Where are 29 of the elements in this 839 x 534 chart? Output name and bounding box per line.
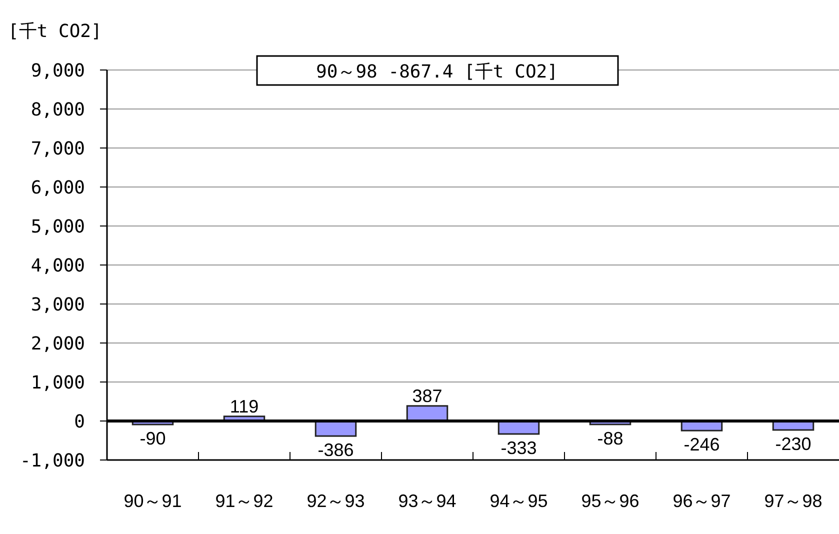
data-label: -246 (684, 434, 720, 455)
y-tick-label: 4,000 (30, 255, 85, 276)
x-tick-label: 92～93 (306, 491, 365, 511)
x-tick-label: 94～95 (490, 491, 548, 511)
y-tick-label: 5,000 (30, 216, 85, 238)
x-tick-label: 93～94 (398, 491, 456, 511)
data-label: -333 (500, 438, 537, 458)
y-tick-label: -1,000 (20, 450, 85, 472)
y-tick-label: 2,000 (30, 333, 85, 354)
x-tick-label: 97～98 (764, 491, 822, 511)
y-tick-label: 8,000 (30, 99, 85, 120)
data-label: 387 (412, 386, 442, 406)
y-tick-label: 0 (74, 411, 85, 432)
x-tick-label: 96～97 (672, 491, 731, 511)
y-axis-title: [千t CO2] (8, 21, 102, 42)
data-label: 119 (230, 396, 259, 416)
annotation: 90～98 -867.4 [千t CO2] (316, 61, 558, 82)
y-tick-label: 7,000 (30, 138, 85, 160)
data-label: -230 (775, 434, 812, 454)
data-label: -386 (318, 440, 354, 460)
data-label: -88 (597, 428, 624, 448)
y-tick-label: 3,000 (30, 294, 85, 316)
y-tick-label: 6,000 (30, 177, 85, 198)
x-tick-label: 91～92 (215, 491, 274, 511)
y-tick-label: 1,000 (30, 372, 85, 394)
y-tick-label: 9,000 (30, 60, 85, 82)
data-label: -90 (140, 428, 166, 449)
x-tick-label: 95～96 (581, 491, 640, 511)
x-tick-label: 90～91 (124, 491, 182, 511)
